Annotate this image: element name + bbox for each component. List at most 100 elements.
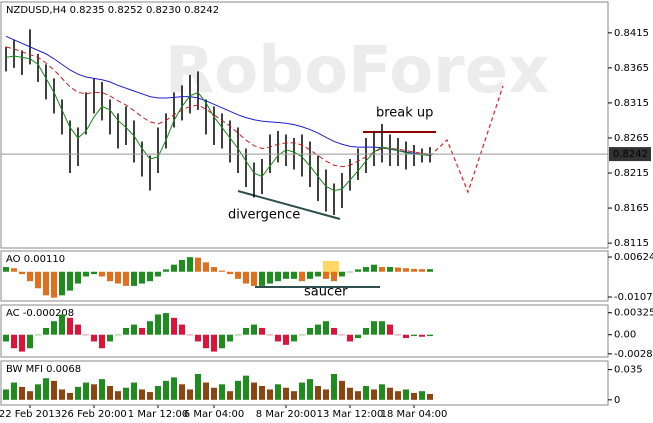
histogram-bar [211, 334, 217, 352]
histogram-bar [395, 391, 401, 400]
histogram-bar [43, 327, 49, 335]
histogram-bar [259, 327, 265, 335]
histogram-bar [315, 271, 321, 277]
histogram-bar [195, 257, 201, 272]
histogram-bar [35, 271, 41, 289]
histogram-bar [275, 384, 281, 400]
histogram-bar [75, 386, 81, 400]
panel-frame [0, 304, 609, 358]
histogram-bar [347, 271, 353, 273]
histogram-bar [75, 324, 81, 335]
histogram-bar [347, 387, 353, 400]
histogram-bar [363, 267, 369, 272]
histogram-bar [331, 271, 337, 282]
histogram-bar [115, 334, 121, 336]
histogram-bar [371, 389, 377, 400]
histogram-bar [291, 271, 297, 279]
histogram-bar [427, 334, 433, 337]
y-tick-label: 0.035 [614, 365, 643, 376]
histogram-bar [267, 271, 273, 284]
histogram-bar [411, 334, 417, 337]
histogram-bar [299, 271, 305, 282]
histogram-bar [323, 321, 329, 335]
histogram-bar [155, 386, 161, 400]
histogram-bar [75, 271, 81, 284]
histogram-bar [195, 373, 201, 400]
histogram-bar [51, 321, 57, 335]
annotation: break up [376, 106, 433, 121]
histogram-bar [211, 387, 217, 400]
histogram-bar [275, 334, 281, 342]
histogram-bar [299, 382, 305, 400]
histogram-bar [147, 321, 153, 335]
current-price-box [609, 147, 651, 162]
histogram-bar [363, 386, 369, 400]
x-tick-label: 22 Feb 2013 [0, 409, 61, 420]
histogram-bar [155, 314, 161, 335]
y-tick-label: 0.00 [614, 330, 636, 341]
histogram-bar [51, 380, 57, 400]
histogram-bar [99, 334, 105, 349]
histogram-bar [123, 387, 129, 400]
histogram-bar [187, 334, 193, 336]
histogram-bar [67, 271, 73, 291]
histogram-bar [267, 334, 273, 336]
y-tick-label: 0.003257 [614, 308, 653, 319]
histogram-bar [19, 386, 25, 400]
histogram-bar [179, 384, 185, 400]
histogram-bar [139, 327, 145, 335]
histogram-bar [83, 271, 89, 277]
histogram-bar [139, 389, 145, 400]
histogram-bar [91, 271, 97, 275]
histogram-bar [371, 264, 377, 272]
histogram-bar [107, 334, 113, 342]
histogram-bar [43, 271, 49, 296]
histogram-bar [251, 382, 257, 400]
histogram-bar [171, 377, 177, 400]
histogram-bar [387, 324, 393, 335]
histogram-bar [371, 321, 377, 335]
divergence-line [237, 190, 341, 220]
histogram-bar [131, 324, 137, 335]
y-tick-label: 0 [614, 395, 620, 406]
histogram-bar [187, 389, 193, 400]
histogram-bar [291, 391, 297, 400]
histogram-bar [243, 375, 249, 400]
watermark: RoboForex [165, 34, 549, 108]
histogram-bar [131, 382, 137, 400]
y-tick-label: 0.8315 [614, 98, 649, 109]
histogram-bar [243, 327, 249, 335]
x-tick-label: 26 Feb 20:00 [61, 409, 127, 420]
histogram-bar [67, 392, 73, 400]
histogram-bar [19, 334, 25, 352]
histogram-bar [155, 271, 161, 277]
histogram-bar [227, 334, 233, 342]
histogram-bar [3, 267, 9, 272]
y-tick-label: 0.8415 [614, 28, 649, 39]
histogram-bar [379, 384, 385, 400]
histogram-bar [331, 327, 337, 335]
histogram-bar [331, 373, 337, 400]
moving-average [5, 46, 431, 168]
y-tick-label: 0.8365 [614, 63, 649, 74]
histogram-bar [27, 391, 33, 400]
histogram-bar [283, 334, 289, 345]
histogram-bar [67, 317, 73, 335]
histogram-bar [267, 389, 273, 400]
histogram-bar [427, 269, 433, 272]
y-tick-label: -0.00283 [614, 349, 653, 360]
histogram-bar [363, 327, 369, 335]
histogram-bar [355, 334, 361, 339]
histogram-bar [259, 271, 265, 286]
saucer-highlight [323, 261, 339, 275]
histogram-bar [251, 271, 257, 286]
histogram-bar [11, 268, 17, 272]
histogram-bar [419, 391, 425, 400]
histogram-bar [147, 271, 153, 282]
histogram-bar [179, 324, 185, 335]
histogram-bar [59, 314, 65, 335]
histogram-bar [403, 268, 409, 272]
histogram-bar [27, 271, 33, 282]
panel-frame [0, 1, 609, 249]
y-tick-label: 0.8215 [614, 168, 649, 179]
